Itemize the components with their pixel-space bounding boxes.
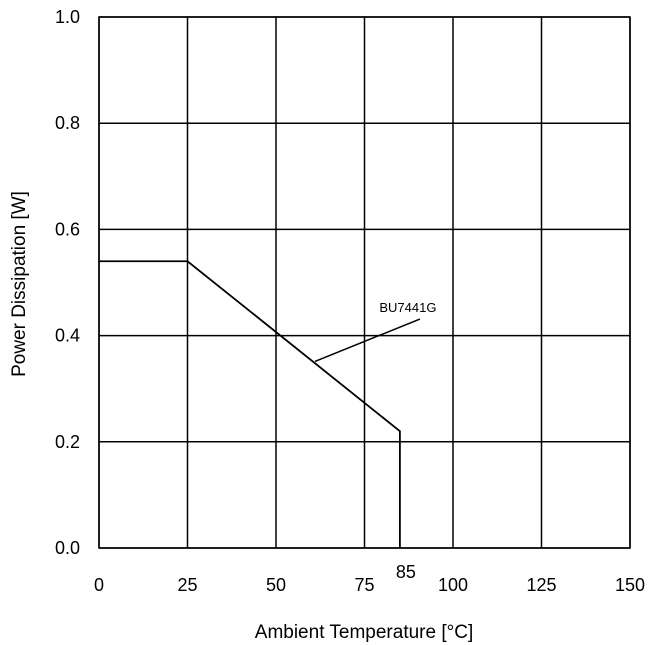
x-axis-title: Ambient Temperature [°C] (255, 622, 473, 643)
series-layer (99, 260, 401, 548)
y-tick-label: 0.8 (55, 113, 80, 133)
x-tick-labels: 0 25 50 75 100 125 150 (94, 575, 645, 595)
y-tick-label: 0.4 (55, 326, 80, 346)
y-tick-label: 1.0 (55, 7, 80, 27)
x-tick-label: 125 (526, 575, 556, 595)
annotation-85-label: 85 (396, 562, 416, 582)
x-tick-label: 75 (354, 575, 374, 595)
x-tick-label: 25 (177, 575, 197, 595)
x-tick-label: 0 (94, 575, 104, 595)
y-tick-label: 0.0 (55, 538, 80, 558)
annotation-leader-line (314, 318, 421, 363)
series-line-bu7441g (99, 260, 401, 548)
series-annotation-label: BU7441G (379, 300, 436, 315)
x-tick-label: 150 (615, 575, 645, 595)
y-tick-labels: 0.0 0.2 0.4 0.6 0.8 1.0 (55, 7, 80, 558)
plot-frame (98, 16, 631, 549)
annotation-layer: BU7441G 85 (314, 300, 436, 582)
x-tick-label: 100 (438, 575, 468, 595)
y-tick-label: 0.2 (55, 432, 80, 452)
grid-lines (98, 16, 631, 549)
y-tick-label: 0.6 (55, 219, 80, 239)
x-tick-label: 50 (266, 575, 286, 595)
y-axis-title: Power Dissipation [W] (9, 191, 30, 377)
